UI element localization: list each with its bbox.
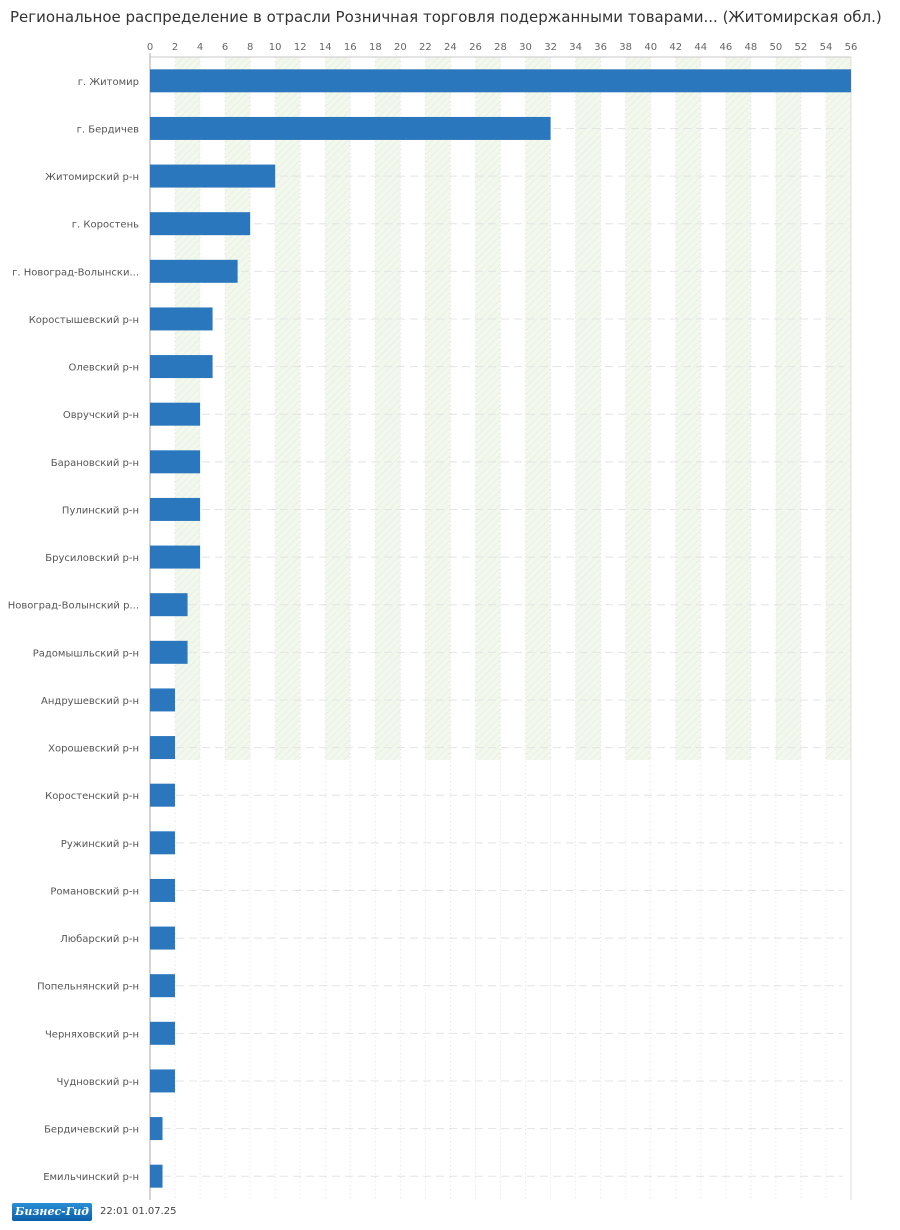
bar [150,688,176,712]
grid-band [425,57,451,760]
x-tick-label: 54 [820,42,833,53]
x-tick-label: 50 [770,42,783,53]
bar [150,545,201,569]
bar [150,212,251,236]
category-label: Олевский р-н [68,363,139,374]
bar [150,736,176,760]
brand-logo[interactable]: Бизнес-Гид [12,1203,92,1221]
category-label: Романовский р-н [50,886,139,897]
category-label: Пулинский р-н [62,505,139,516]
x-tick-label: 22 [419,42,432,53]
x-tick-label: 12 [294,42,307,53]
category-label: Коростышевский р-н [29,315,139,326]
bar [150,355,213,379]
grid-band [775,57,801,760]
bar [150,926,176,950]
x-tick-label: 26 [469,42,482,53]
grid-band [675,57,701,760]
chart-title: Региональное распределение в отрасли Роз… [10,8,882,26]
x-tick-label: 24 [444,42,457,53]
background-bands [175,57,851,760]
x-tick-label: 34 [569,42,582,53]
bar [150,831,176,855]
x-tick-label: 46 [719,42,732,53]
category-label: г. Бердичев [77,124,139,135]
bar [150,783,176,807]
x-tick-label: 28 [494,42,507,53]
bars [150,69,851,1188]
category-label: Ружинский р-н [61,839,139,850]
grid-band [725,57,751,760]
category-label: Новоград-Волынский р... [8,601,139,612]
bar [150,402,201,426]
timestamp: 22:01 01.07.25 [100,1206,177,1217]
category-label: Овручский р-н [63,410,139,421]
grid-band [275,57,301,760]
x-tick-label: 48 [744,42,757,53]
x-tick-label: 16 [344,42,357,53]
x-tick-label: 0 [147,42,153,53]
x-tick-label: 14 [319,42,332,53]
bar [150,69,851,93]
bar [150,593,188,617]
bar [150,974,176,998]
category-label: Коростенский р-н [45,791,139,802]
x-tick-label: 32 [544,42,557,53]
category-label: Попельнянский р-н [37,982,139,993]
grid-band [325,57,351,760]
category-label: г. Коростень [72,220,139,231]
category-label: Любарский р-н [60,934,139,945]
bar [150,259,238,283]
category-label: Чудновский р-н [57,1077,139,1088]
category-label: Хорошевский р-н [48,744,139,755]
bar [150,307,213,331]
grid-band [475,57,501,760]
x-tick-label: 38 [619,42,632,53]
x-tick-label: 42 [669,42,682,53]
category-label: Брусиловский р-н [45,553,139,564]
category-label: Бердичевский р-н [44,1125,139,1136]
x-tick-label: 18 [369,42,382,53]
category-label: г. Новоград-Волынски... [12,267,139,278]
bar [150,450,201,474]
bar [150,497,201,521]
category-label: г. Житомир [78,77,139,88]
x-tick-label: 40 [644,42,657,53]
category-label: Емильчинский р-н [43,1172,139,1183]
category-label: Черняховский р-н [45,1029,139,1040]
x-tick-label: 30 [519,42,532,53]
category-label: Барановский р-н [51,458,139,469]
x-tick-label: 10 [269,42,282,53]
x-tick-label: 52 [795,42,808,53]
grid-band [625,57,651,760]
x-tick-label: 2 [172,42,178,53]
bar [150,1164,163,1188]
category-label: Радомышльский р-н [33,648,139,659]
x-tick-label: 6 [222,42,228,53]
x-tick-label: 4 [197,42,203,53]
category-label: Житомирский р-н [45,172,139,183]
labels: 0 2 4 6 8 10 12 14 16 18 20 22 24 26 28 30 32 34 36 38 40 42 4… [8,42,858,1183]
category-label: Андрушевский р-н [41,696,139,707]
bar [150,116,551,140]
x-tick-label: 44 [694,42,707,53]
x-tick-label: 56 [845,42,858,53]
bar [150,1117,163,1141]
bar [150,1069,176,1093]
x-tick-label: 20 [394,42,407,53]
bar [150,878,176,902]
grid-band [825,57,851,760]
axes [149,53,852,1200]
bar [150,640,188,664]
grid-band [225,57,251,760]
x-tick-label: 8 [247,42,253,53]
grid-band [575,57,601,760]
bar [150,1021,176,1045]
grid-band [375,57,401,760]
x-tick-label: 36 [594,42,607,53]
grid-band [525,57,551,760]
bar [150,164,276,188]
